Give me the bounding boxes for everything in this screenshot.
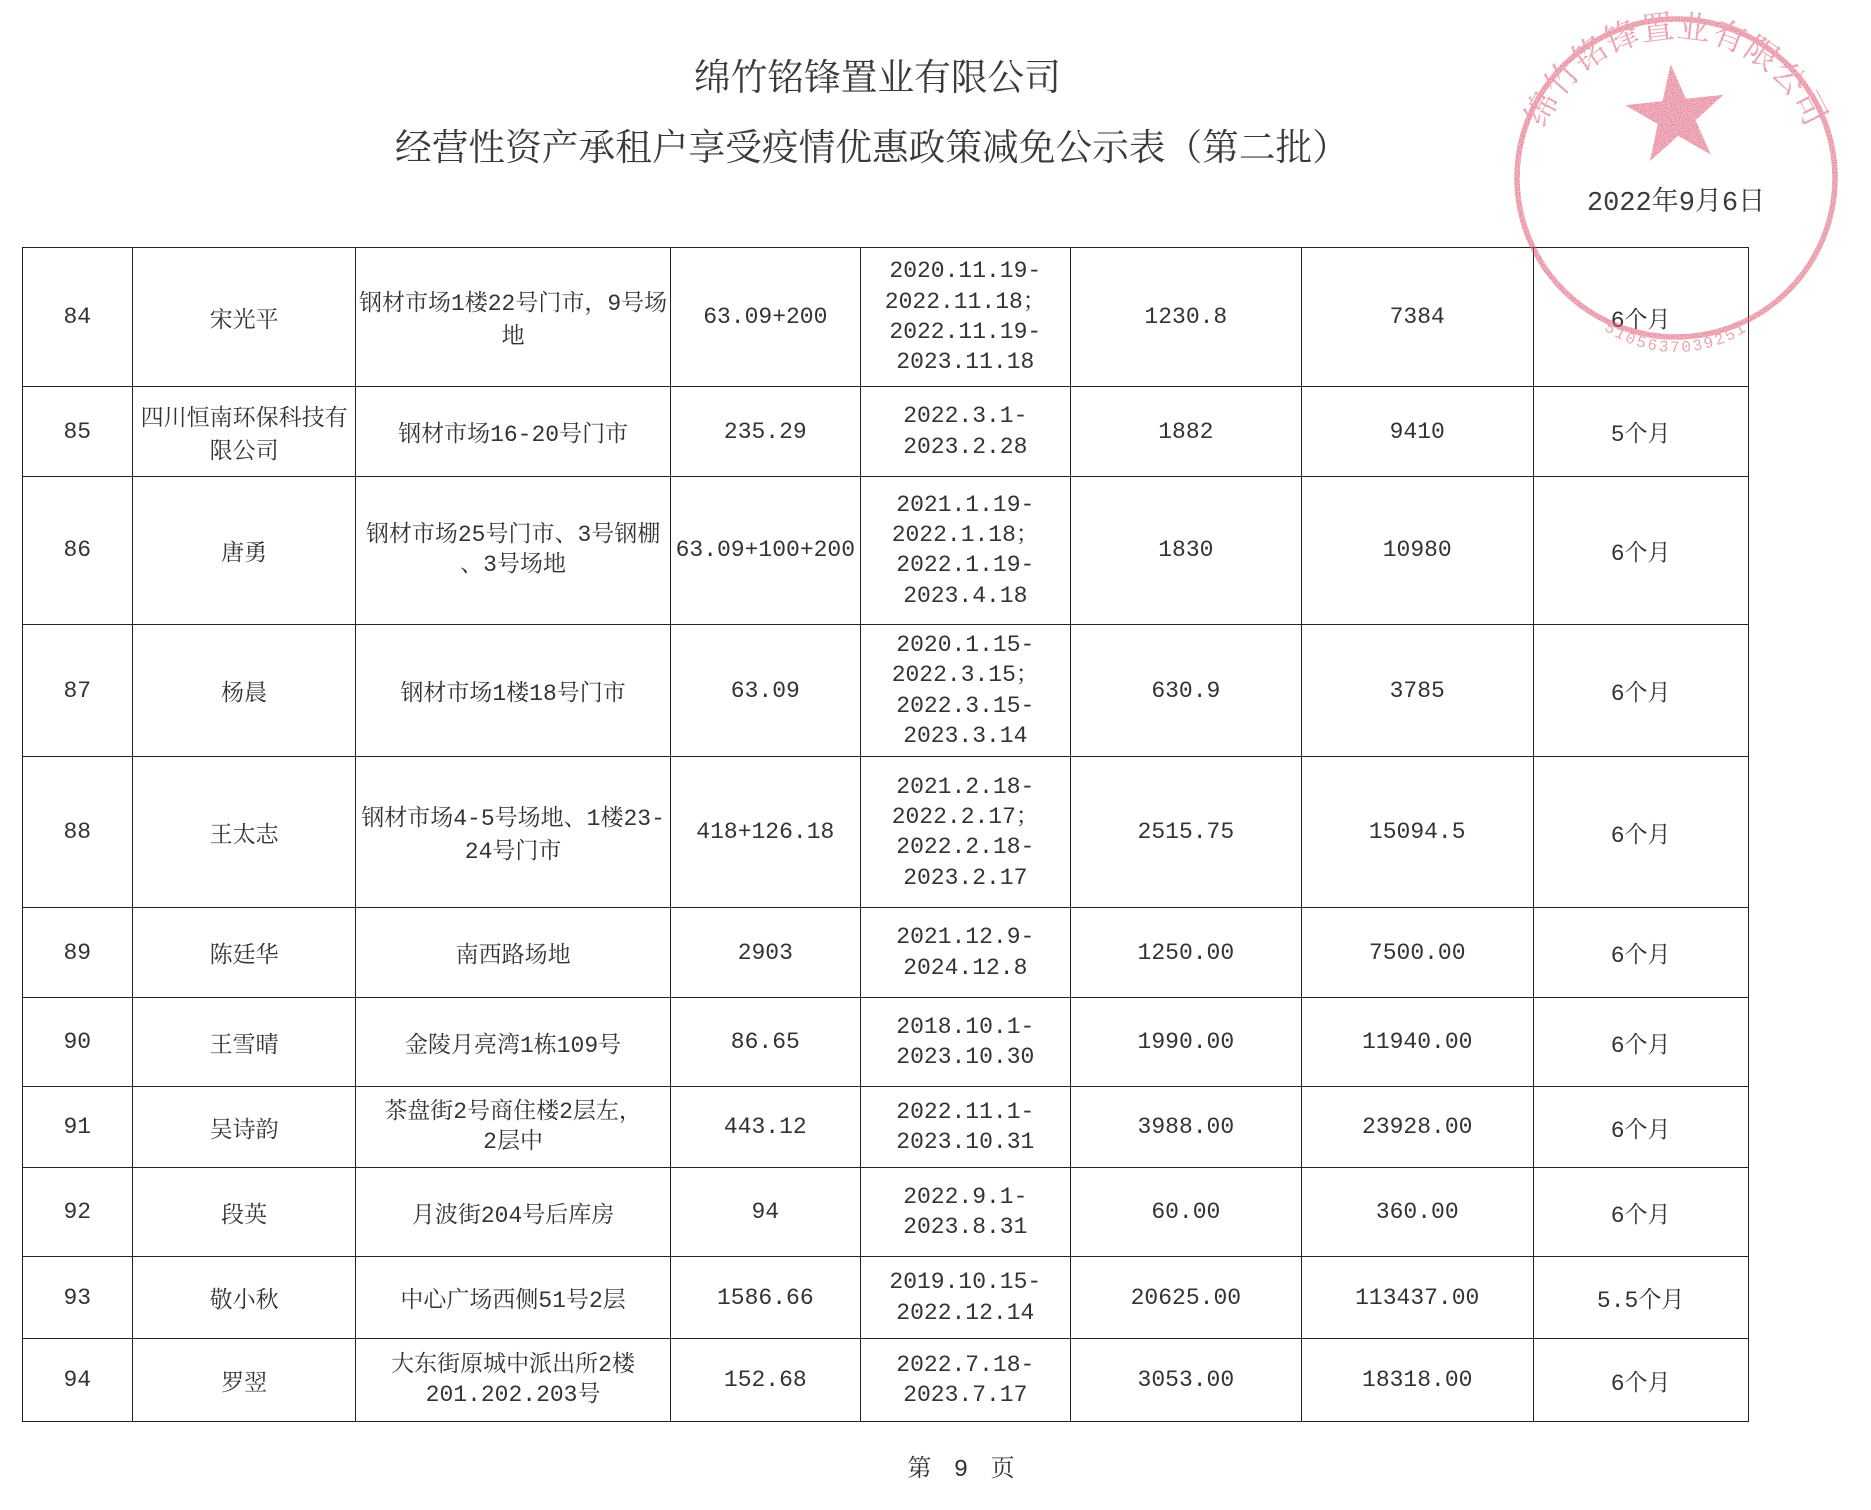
svg-text:2022年9月6日: 2022年9月6日 — [1587, 186, 1765, 219]
